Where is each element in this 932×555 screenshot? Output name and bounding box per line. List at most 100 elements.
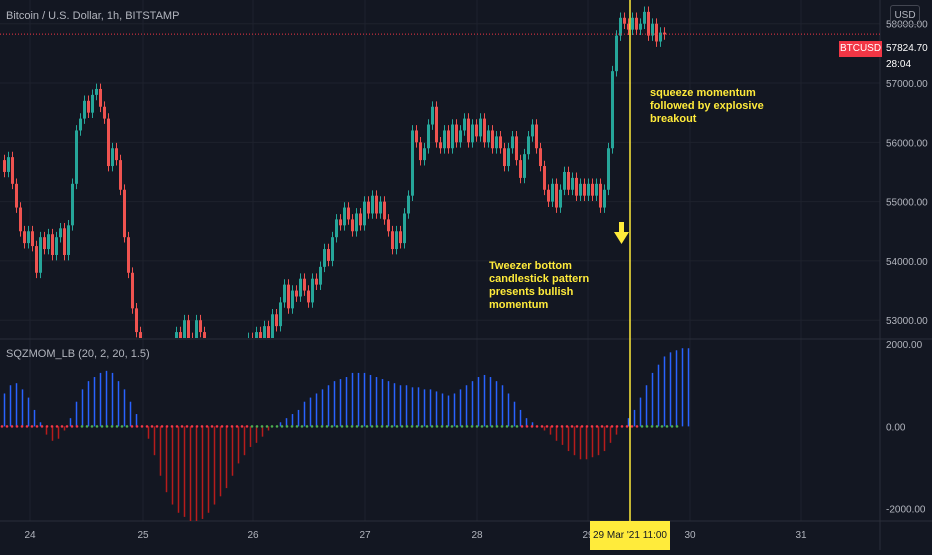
candle-down	[151, 380, 154, 386]
squeeze-off-dot	[80, 425, 84, 428]
squeeze-off-dot	[290, 425, 294, 428]
squeeze-on-dot	[540, 425, 544, 428]
candle-up	[423, 148, 426, 161]
time-tick-label: 26	[247, 530, 259, 541]
candle-up	[431, 106, 434, 125]
candle-down	[303, 278, 306, 291]
candle-up	[595, 183, 598, 196]
candle-down	[439, 142, 442, 149]
candle-down	[219, 362, 222, 368]
squeeze-off-dot	[355, 425, 359, 428]
overlays	[0, 0, 880, 521]
squeeze-on-dot	[200, 425, 204, 428]
squeeze-on-dot	[230, 425, 234, 428]
squeeze-on-dot	[545, 425, 549, 428]
squeeze-off-dot	[110, 425, 114, 428]
candle-up	[551, 183, 554, 202]
squeeze-on-dot	[595, 425, 599, 428]
candle-down	[275, 314, 278, 327]
candle-down	[259, 332, 262, 338]
candle-up	[183, 320, 186, 338]
candle-up	[659, 32, 662, 42]
squeeze-off-dot	[505, 425, 509, 428]
squeeze-on-dot	[210, 425, 214, 428]
candle-up	[407, 195, 410, 214]
time-tick-label: 29	[582, 530, 594, 541]
squeeze-on-dot	[5, 425, 9, 428]
candle-up	[319, 266, 322, 285]
candle-down	[591, 183, 594, 196]
squeeze-on-dot	[185, 425, 189, 428]
candle-up	[279, 302, 282, 327]
candle-down	[519, 160, 522, 178]
time-tick-label: 24	[24, 530, 36, 541]
squeeze-off-dot	[285, 425, 289, 428]
candle-up	[443, 130, 446, 149]
candle-down	[351, 219, 354, 232]
squeeze-off-dot	[280, 425, 284, 428]
squeeze-off-dot	[675, 425, 679, 428]
candle-up	[527, 136, 530, 155]
candle-up	[335, 219, 338, 238]
candle-up	[291, 290, 294, 309]
candle-down	[31, 231, 34, 247]
candle-down	[63, 228, 66, 255]
squeeze-off-dot	[500, 425, 504, 428]
squeeze-on-dot	[215, 425, 219, 428]
candle-up	[511, 136, 514, 149]
squeeze-on-dot	[235, 425, 239, 428]
candle-down	[515, 136, 518, 161]
candle-down	[655, 23, 658, 42]
squeeze-off-dot	[305, 425, 309, 428]
candle-down	[447, 130, 450, 149]
squeeze-on-dot	[180, 425, 184, 428]
candle-down	[391, 231, 394, 250]
squeeze-off-dot	[470, 425, 474, 428]
candle-down	[187, 320, 190, 338]
candle-down	[147, 368, 150, 380]
squeeze-off-dot	[270, 425, 274, 428]
time-tick-label: 31	[795, 530, 807, 541]
candle-down	[235, 350, 238, 356]
squeeze-off-dot	[655, 425, 659, 428]
squeeze-off-dot	[400, 425, 404, 428]
candle-up	[615, 35, 618, 72]
candle-down	[19, 207, 22, 232]
squeeze-on-dot	[20, 425, 24, 428]
candle-down	[567, 171, 570, 190]
squeeze-on-dot	[560, 425, 564, 428]
candle-down	[23, 231, 26, 244]
candle-down	[107, 118, 110, 167]
candle-down	[627, 23, 630, 30]
candle-down	[267, 326, 270, 338]
candle-down	[483, 118, 486, 143]
indicator-tick-label: 0.00	[886, 422, 906, 433]
squeeze-off-dot	[445, 425, 449, 428]
candle-down	[15, 183, 18, 208]
candle-down	[307, 290, 310, 303]
candle-up	[495, 136, 498, 149]
candle-up	[371, 195, 374, 214]
candle-up	[155, 368, 158, 386]
candle-up	[247, 338, 250, 350]
squeeze-on-dot	[190, 425, 194, 428]
down-arrow-shaft	[619, 222, 624, 232]
candle-up	[59, 228, 62, 238]
squeeze-on-dot	[530, 425, 534, 428]
candle-up	[395, 231, 398, 250]
squeeze-off-dot	[640, 425, 644, 428]
squeeze-on-dot	[575, 425, 579, 428]
squeeze-off-dot	[345, 425, 349, 428]
candle-up	[95, 88, 98, 95]
symbol-title: Bitcoin / U.S. Dollar, 1h, BITSTAMP	[6, 10, 180, 22]
currency-button[interactable]: USD	[890, 5, 920, 25]
squeeze-off-dot	[370, 425, 374, 428]
candle-up	[643, 11, 646, 24]
candle-down	[383, 201, 386, 220]
candle-down	[43, 237, 46, 250]
squeeze-on-dot	[45, 425, 49, 428]
candle-down	[575, 177, 578, 196]
squeeze-on-dot	[205, 425, 209, 428]
